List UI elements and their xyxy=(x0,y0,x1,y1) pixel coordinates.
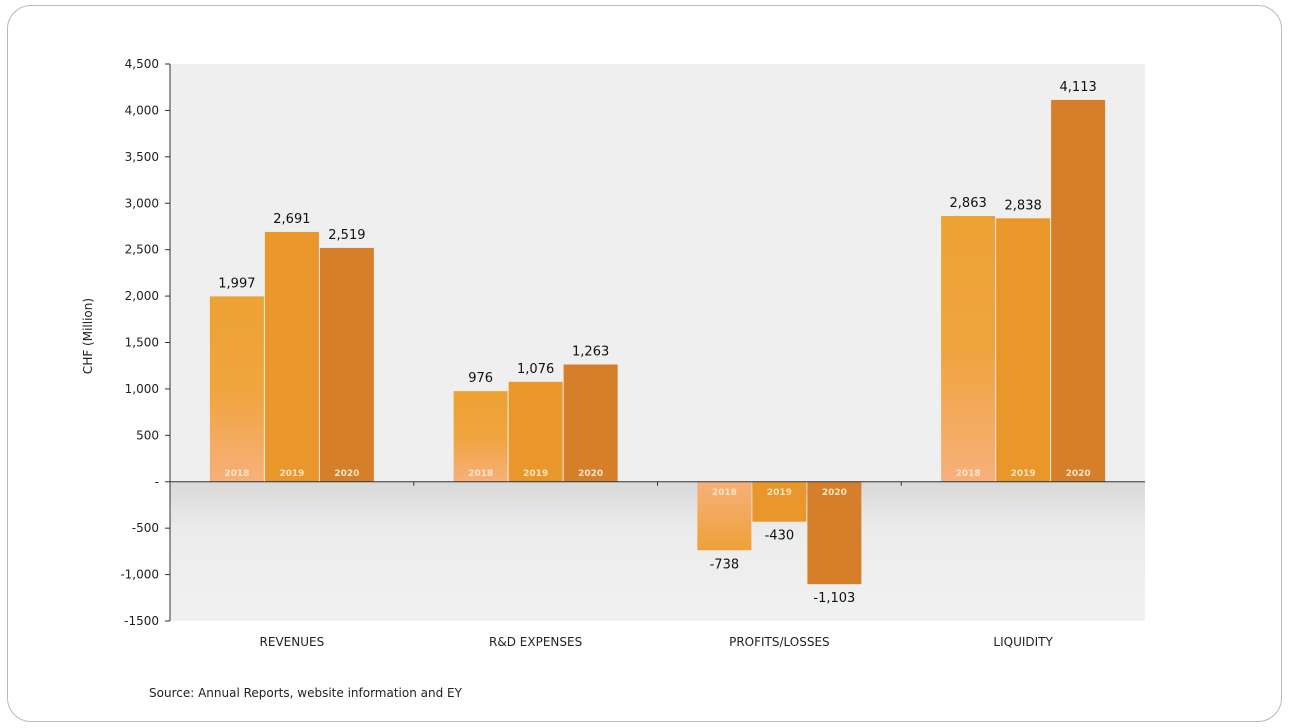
y-tick-label: 2,000 xyxy=(125,289,159,303)
y-tick-label: -1500 xyxy=(124,614,159,628)
bar-year-label: 2019 xyxy=(767,488,792,498)
bar-value-label: 2,691 xyxy=(273,212,310,227)
y-tick-label: 1,500 xyxy=(125,336,159,350)
y-tick-label: 500 xyxy=(136,428,159,442)
bar-2019 xyxy=(752,481,807,522)
bar-value-label: 2,863 xyxy=(950,196,987,211)
bar-year-label: 2018 xyxy=(956,469,981,479)
bar-value-label: 976 xyxy=(468,371,493,386)
bar-2019 xyxy=(264,231,319,482)
bar-value-label: 2,519 xyxy=(328,228,365,243)
bar-2019 xyxy=(996,218,1051,482)
bar-2020 xyxy=(807,481,862,585)
category-label: REVENUES xyxy=(260,635,325,649)
y-tick-label: 4,000 xyxy=(125,103,159,117)
bar-year-label: 2020 xyxy=(1066,469,1091,479)
bar-2020 xyxy=(563,364,618,482)
category-label: LIQUIDITY xyxy=(993,635,1053,649)
bar-value-label: 1,997 xyxy=(218,276,255,291)
bar-value-label: 1,076 xyxy=(517,362,554,377)
bar-value-label: -738 xyxy=(710,557,740,572)
bar-2020 xyxy=(1051,99,1106,482)
bar-2018 xyxy=(697,481,752,551)
bar-year-label: 2019 xyxy=(523,469,548,479)
category-label: R&D EXPENSES xyxy=(489,635,582,649)
bar-2018 xyxy=(209,296,264,482)
y-tick-label: -1,000 xyxy=(120,568,159,582)
bar-2020 xyxy=(319,247,374,482)
bar-2018 xyxy=(941,215,996,482)
bar-2018 xyxy=(453,391,508,482)
bar-year-label: 2018 xyxy=(468,469,493,479)
y-tick-label: 1,000 xyxy=(125,382,159,396)
source-note: Source: Annual Reports, website informat… xyxy=(149,686,462,700)
bar-value-label: 2,838 xyxy=(1005,198,1042,213)
bar-year-label: 2018 xyxy=(224,469,249,479)
bar-year-label: 2020 xyxy=(578,469,603,479)
y-tick-label: 3,000 xyxy=(125,196,159,210)
y-tick-label: - xyxy=(155,475,159,489)
bar-value-label: -1,103 xyxy=(813,591,855,606)
bar-year-label: 2020 xyxy=(822,488,847,498)
bar-year-label: 2020 xyxy=(334,469,359,479)
plot-background-negative xyxy=(170,481,1145,621)
bar-year-label: 2018 xyxy=(712,488,737,498)
bar-year-label: 2019 xyxy=(279,469,304,479)
y-axis-label: CHF (Million) xyxy=(81,298,95,374)
bar-value-label: 4,113 xyxy=(1060,80,1097,95)
y-tick-label: 4,500 xyxy=(125,57,159,71)
y-tick-label: 3,500 xyxy=(125,150,159,164)
bar-year-label: 2019 xyxy=(1011,469,1036,479)
bar-value-label: 1,263 xyxy=(572,345,609,360)
bar-2019 xyxy=(508,381,563,482)
y-tick-label: 2,500 xyxy=(125,243,159,257)
bar-value-label: -430 xyxy=(765,529,795,544)
category-label: PROFITS/LOSSES xyxy=(729,635,830,649)
y-tick-label: -500 xyxy=(132,521,159,535)
